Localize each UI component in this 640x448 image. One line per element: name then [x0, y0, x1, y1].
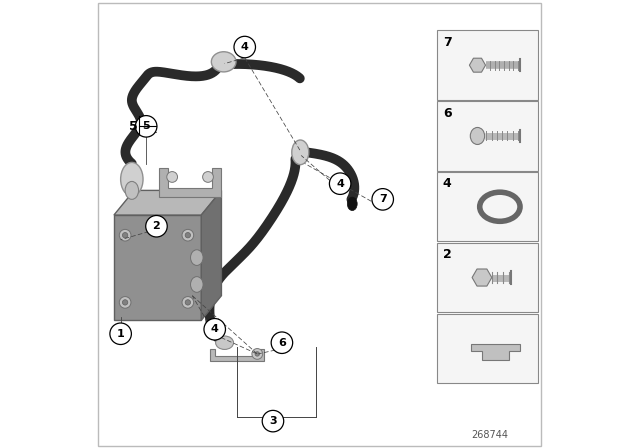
FancyBboxPatch shape: [437, 243, 538, 312]
Circle shape: [122, 233, 128, 238]
Circle shape: [119, 297, 131, 308]
Polygon shape: [159, 168, 221, 197]
Circle shape: [185, 300, 191, 305]
Circle shape: [255, 352, 260, 356]
Circle shape: [203, 172, 213, 182]
Polygon shape: [210, 349, 264, 361]
Text: 5: 5: [142, 121, 150, 131]
Text: 7: 7: [379, 194, 387, 204]
Circle shape: [330, 173, 351, 194]
Text: 2: 2: [443, 248, 451, 261]
Text: 3: 3: [269, 416, 276, 426]
FancyBboxPatch shape: [437, 314, 538, 383]
Circle shape: [146, 215, 167, 237]
Circle shape: [119, 229, 131, 241]
Circle shape: [167, 172, 177, 182]
Ellipse shape: [125, 181, 138, 199]
Ellipse shape: [191, 250, 203, 265]
Text: 2: 2: [152, 221, 161, 231]
Ellipse shape: [120, 162, 143, 196]
Polygon shape: [114, 190, 221, 215]
Ellipse shape: [216, 336, 234, 349]
Circle shape: [262, 410, 284, 432]
Circle shape: [122, 300, 128, 305]
Polygon shape: [471, 344, 520, 359]
Circle shape: [252, 349, 262, 359]
Polygon shape: [469, 58, 486, 72]
FancyBboxPatch shape: [437, 172, 538, 241]
Text: 7: 7: [443, 36, 451, 49]
Text: 268744: 268744: [472, 430, 509, 440]
Text: 4: 4: [443, 177, 451, 190]
Text: 1: 1: [116, 329, 125, 339]
Circle shape: [110, 323, 131, 345]
Ellipse shape: [470, 127, 484, 144]
Ellipse shape: [211, 52, 236, 72]
Text: 4: 4: [241, 42, 249, 52]
Text: 5: 5: [129, 120, 138, 133]
FancyBboxPatch shape: [437, 101, 538, 171]
Polygon shape: [201, 190, 221, 320]
Ellipse shape: [191, 276, 203, 293]
Circle shape: [204, 319, 225, 340]
Circle shape: [182, 297, 194, 308]
Ellipse shape: [292, 140, 309, 164]
FancyBboxPatch shape: [437, 30, 538, 100]
Text: 6: 6: [278, 338, 286, 348]
Circle shape: [372, 189, 394, 210]
Text: 4: 4: [211, 324, 219, 334]
Circle shape: [234, 36, 255, 58]
Polygon shape: [472, 269, 492, 286]
Circle shape: [136, 116, 157, 137]
Polygon shape: [114, 215, 201, 320]
Text: 6: 6: [443, 107, 451, 120]
Circle shape: [182, 229, 194, 241]
Circle shape: [271, 332, 292, 353]
Ellipse shape: [348, 197, 357, 211]
Text: 4: 4: [336, 179, 344, 189]
Circle shape: [185, 233, 191, 238]
